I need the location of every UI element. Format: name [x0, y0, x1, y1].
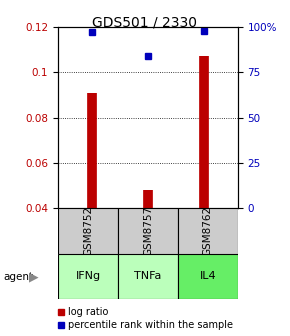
Text: agent: agent [3, 272, 33, 282]
Text: TNFa: TNFa [134, 271, 162, 281]
Text: GSM8752: GSM8752 [83, 206, 93, 256]
Text: ▶: ▶ [28, 271, 38, 284]
Bar [118, 208, 178, 254]
Text: GSM8757: GSM8757 [143, 206, 153, 256]
Bar [58, 208, 118, 254]
Legend: log ratio, percentile rank within the sample: log ratio, percentile rank within the sa… [57, 306, 234, 331]
Bar [118, 254, 178, 299]
Text: IFNg: IFNg [75, 271, 101, 281]
Bar [58, 254, 118, 299]
Text: IL4: IL4 [200, 271, 216, 281]
Bar [178, 208, 238, 254]
Bar [178, 254, 238, 299]
Text: GSM8762: GSM8762 [203, 206, 213, 256]
Text: GDS501 / 2330: GDS501 / 2330 [93, 15, 197, 29]
